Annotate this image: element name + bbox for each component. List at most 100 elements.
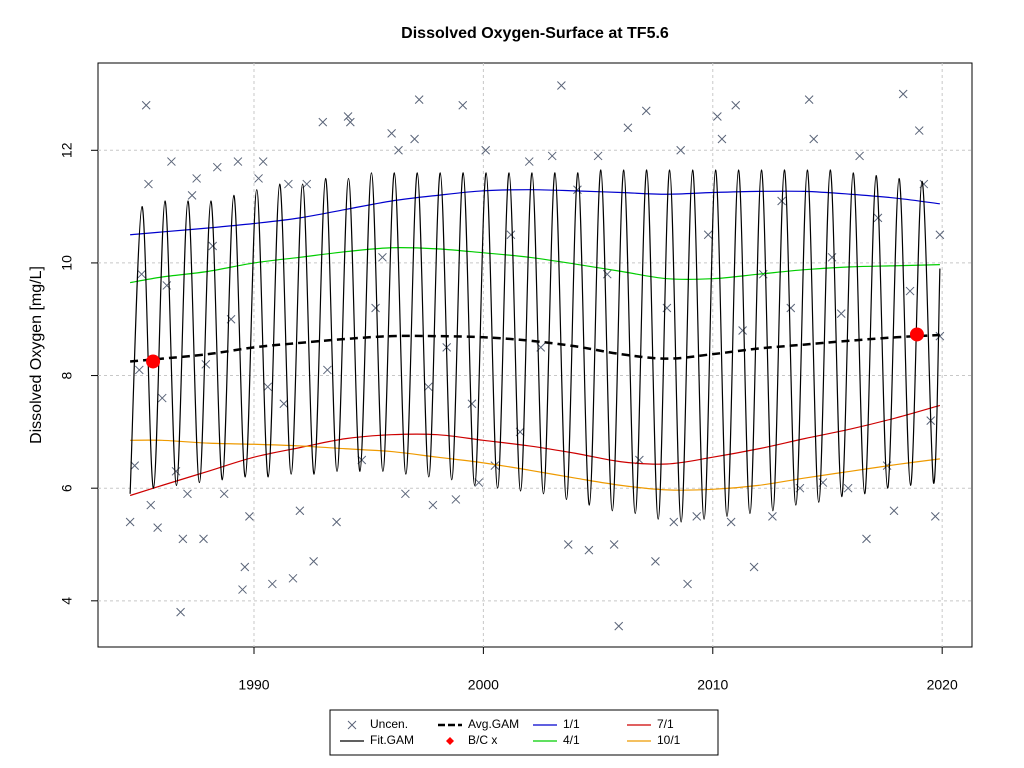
data-point xyxy=(669,517,679,527)
data-point xyxy=(279,399,289,409)
data-point xyxy=(309,557,318,566)
legend-label: Uncen. xyxy=(370,717,408,731)
data-point xyxy=(378,252,387,262)
data-point xyxy=(651,557,660,566)
data-point xyxy=(410,134,419,144)
data-point xyxy=(343,112,353,121)
legend-symbol xyxy=(347,720,357,730)
x-tick-label: 2000 xyxy=(468,677,499,693)
data-point xyxy=(146,354,161,369)
data-point xyxy=(692,511,702,521)
y-tick-label: 10 xyxy=(59,255,75,271)
data-point xyxy=(137,269,146,279)
data-point xyxy=(219,489,229,499)
data-point xyxy=(176,607,185,617)
data-point xyxy=(467,399,477,409)
data-point xyxy=(332,517,341,527)
data-point xyxy=(318,117,328,127)
data-point xyxy=(804,95,814,104)
data-point xyxy=(199,534,208,544)
data-point xyxy=(731,100,741,110)
legend-symbol xyxy=(446,737,454,745)
data-point xyxy=(240,562,250,572)
data-point xyxy=(141,100,151,110)
data-point xyxy=(295,506,305,516)
series-line xyxy=(130,439,940,491)
data-point xyxy=(323,365,332,375)
data-point xyxy=(862,534,871,544)
legend-label: 1/1 xyxy=(563,717,580,731)
data-point xyxy=(134,365,144,375)
data-point xyxy=(212,162,222,172)
data-point xyxy=(836,309,846,318)
data-point xyxy=(563,540,573,549)
data-point xyxy=(726,517,736,527)
data-point xyxy=(909,327,924,342)
data-point xyxy=(130,461,140,471)
data-point xyxy=(183,489,192,499)
data-point xyxy=(557,81,566,90)
data-point xyxy=(345,117,355,127)
data-point xyxy=(414,95,424,104)
legend-label: 7/1 xyxy=(657,717,674,731)
data-point xyxy=(302,179,312,189)
data-point xyxy=(676,145,686,155)
x-tick-label: 2020 xyxy=(927,677,958,693)
data-point xyxy=(245,511,254,521)
data-point xyxy=(208,241,218,251)
data-point xyxy=(703,230,713,240)
series-line xyxy=(130,333,940,363)
legend-label: Avg.GAM xyxy=(468,717,519,731)
data-point xyxy=(238,585,247,594)
data-point xyxy=(749,562,759,572)
data-point xyxy=(717,134,727,144)
y-tick-label: 12 xyxy=(59,142,75,158)
data-point xyxy=(288,573,298,583)
data-point xyxy=(547,151,557,161)
legend-box xyxy=(329,709,719,756)
data-point xyxy=(873,213,883,223)
data-point xyxy=(258,157,268,166)
data-point xyxy=(843,483,853,493)
series-line xyxy=(129,404,941,497)
legend-label: B/C x xyxy=(468,733,497,747)
legend-label: Fit.GAM xyxy=(370,733,414,747)
data-point xyxy=(809,134,819,144)
plot-frame xyxy=(97,62,973,648)
data-point xyxy=(481,145,491,155)
data-point xyxy=(394,145,403,155)
data-point xyxy=(786,303,796,313)
data-point xyxy=(267,579,277,589)
data-point xyxy=(284,179,293,189)
data-point xyxy=(451,495,461,504)
data-point xyxy=(930,511,940,521)
data-point xyxy=(855,151,864,161)
data-point xyxy=(254,174,263,183)
data-point xyxy=(524,157,534,166)
data-point xyxy=(201,359,211,369)
y-axis-label: Dissolved Oxygen [mg/L] xyxy=(28,266,45,444)
data-point xyxy=(474,478,484,487)
data-point xyxy=(144,179,153,189)
data-point xyxy=(371,303,380,313)
chart-title: Dissolved Oxygen-Surface at TF5.6 xyxy=(401,25,669,42)
data-point xyxy=(428,500,438,510)
plot-area xyxy=(125,81,945,631)
data-point xyxy=(768,511,777,521)
data-point xyxy=(146,500,156,510)
legend-label: 10/1 xyxy=(657,733,681,747)
data-point xyxy=(609,540,619,549)
data-point xyxy=(889,506,899,516)
data-point xyxy=(914,126,924,135)
data-point xyxy=(683,579,692,589)
data-point xyxy=(713,112,722,121)
legend-label: 4/1 xyxy=(563,733,580,747)
data-point xyxy=(153,523,162,532)
series-line xyxy=(129,169,941,523)
x-tick-label: 2010 xyxy=(697,677,728,693)
data-point xyxy=(641,106,651,116)
data-point xyxy=(898,89,908,99)
data-point xyxy=(458,100,468,110)
